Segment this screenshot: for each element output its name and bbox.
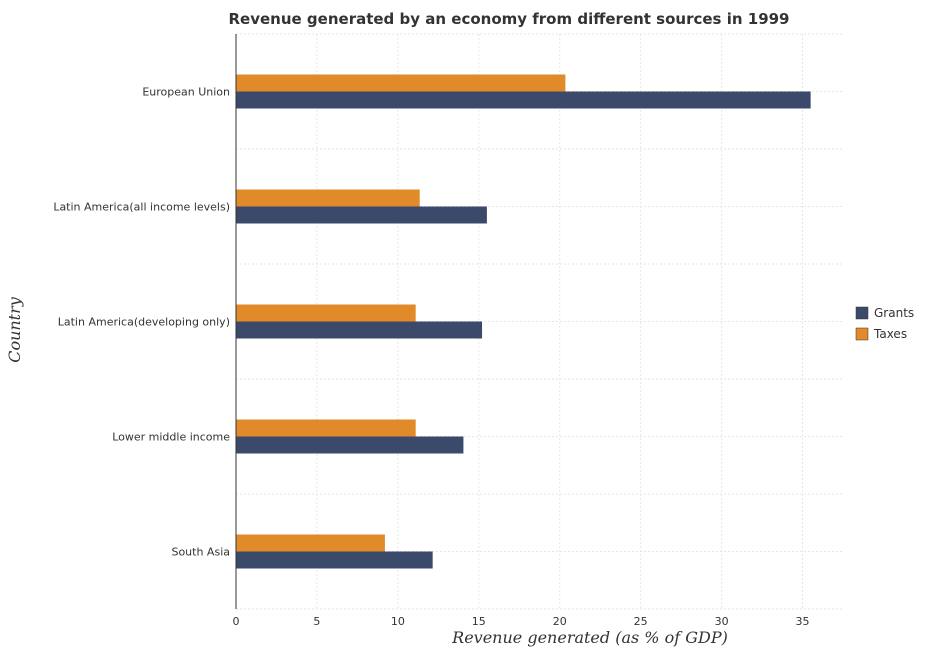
bar-taxes [236,534,385,552]
bar-grants [236,321,483,339]
legend-swatch-grants [855,306,869,320]
y-tick-label: Latin America(developing only) [58,316,230,329]
bar-taxes [236,74,566,92]
x-tick-label: 10 [391,615,405,628]
x-tick-label: 5 [313,615,320,628]
ticks-layer: 0 5 10 15 20 25 30 35 European Union Latin Americ… [53,86,809,629]
x-tick-label: 20 [553,615,567,628]
bar-grants [236,551,433,569]
legend: Grants Taxes [855,306,914,341]
x-tick-label: 25 [634,615,648,628]
bar-grants [236,91,811,109]
x-tick-label: 0 [233,615,240,628]
legend-swatch-taxes [855,327,869,341]
y-tick-label: Latin America(all income levels) [53,201,230,214]
x-tick-label: 35 [796,615,810,628]
bar-grants [236,206,487,224]
bar-taxes [236,419,416,437]
chart-title: Revenue generated by an economy from dif… [229,10,790,28]
y-axis-label: Country [5,296,24,363]
bar-taxes [236,189,420,207]
y-tick-label: Lower middle income [112,431,230,444]
bars-layer [236,74,811,569]
y-tick-label: South Asia [171,546,230,559]
x-tick-label: 15 [472,615,486,628]
bar-taxes [236,304,416,322]
x-tick-label: 30 [715,615,729,628]
legend-label-taxes: Taxes [873,327,907,341]
bar-grants [236,436,464,454]
legend-label-grants: Grants [874,306,914,320]
x-axis-label: Revenue generated (as % of GDP) [451,628,728,647]
y-tick-label: European Union [142,86,230,99]
